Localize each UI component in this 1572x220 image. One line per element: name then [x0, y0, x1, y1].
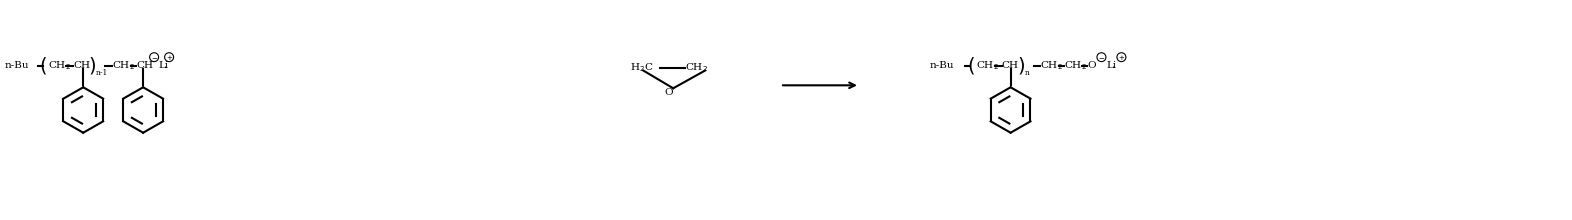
Text: CH$_2$: CH$_2$	[1064, 59, 1086, 72]
Text: n-Bu: n-Bu	[929, 61, 954, 70]
Text: $-$: $-$	[151, 53, 157, 61]
Text: CH$_2$: CH$_2$	[685, 61, 707, 74]
Text: O: O	[663, 88, 673, 97]
Text: CH$_2$: CH$_2$	[976, 59, 998, 72]
Text: CH: CH	[1001, 61, 1019, 70]
Text: $+$: $+$	[165, 53, 173, 62]
Text: Li: Li	[159, 61, 168, 70]
Text: $($: $($	[39, 55, 47, 76]
Text: $)$: $)$	[88, 55, 96, 76]
Text: H$_2$C: H$_2$C	[630, 61, 654, 74]
Text: CH$_2$: CH$_2$	[49, 59, 71, 72]
Text: CH: CH	[74, 61, 90, 70]
Text: CH: CH	[137, 61, 152, 70]
Text: n-1: n-1	[96, 70, 108, 77]
Text: $($: $($	[967, 55, 975, 76]
Text: n: n	[1025, 70, 1030, 77]
Text: O: O	[1088, 61, 1096, 70]
Text: CH$_2$: CH$_2$	[1039, 59, 1063, 72]
Text: $)$: $)$	[1017, 55, 1025, 76]
Text: $-$: $-$	[1097, 53, 1105, 61]
Text: CH$_2$: CH$_2$	[112, 59, 135, 72]
Text: n-Bu: n-Bu	[5, 61, 28, 70]
Text: $+$: $+$	[1118, 53, 1126, 62]
Text: Li: Li	[1107, 61, 1116, 70]
